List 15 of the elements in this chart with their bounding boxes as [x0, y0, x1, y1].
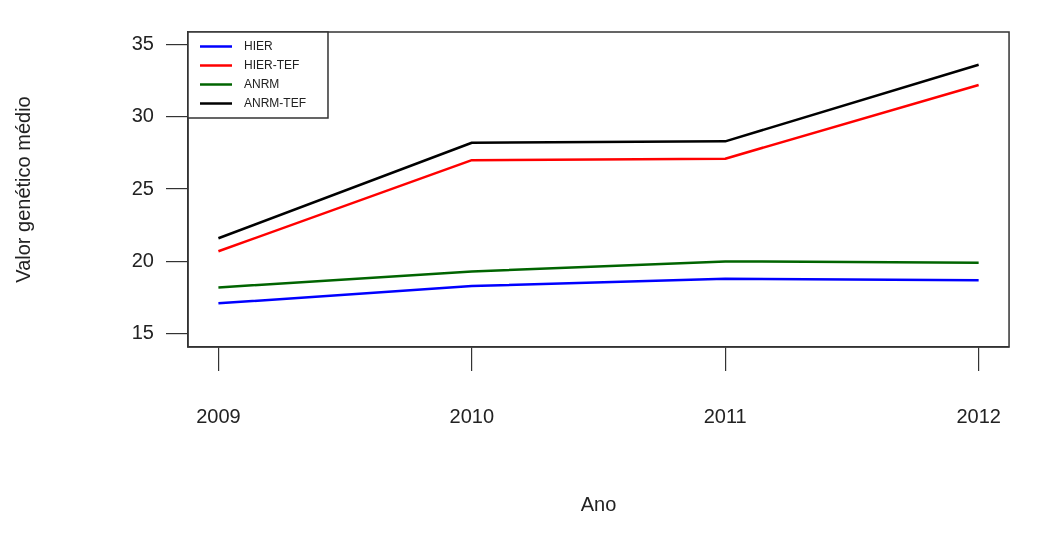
legend-label: HIER	[244, 38, 273, 53]
x-axis-title: Ano	[580, 492, 617, 515]
x-tick-label: 2010	[449, 404, 495, 427]
y-tick-label: 15	[131, 321, 154, 344]
y-axis-title: Valor genético médio	[11, 96, 34, 283]
legend-label: HIER-TEF	[244, 57, 300, 72]
x-tick-label: 2011	[703, 404, 747, 427]
y-tick-label: 25	[131, 176, 154, 199]
x-tick-label: 2012	[956, 404, 1001, 427]
legend-label: ANRM-TEF	[244, 95, 306, 110]
y-tick-label: 35	[131, 31, 154, 54]
y-tick-label: 20	[131, 248, 154, 271]
x-tick-label: 2009	[196, 404, 241, 427]
y-tick-label: 30	[131, 104, 154, 127]
legend-label: ANRM	[244, 76, 280, 91]
